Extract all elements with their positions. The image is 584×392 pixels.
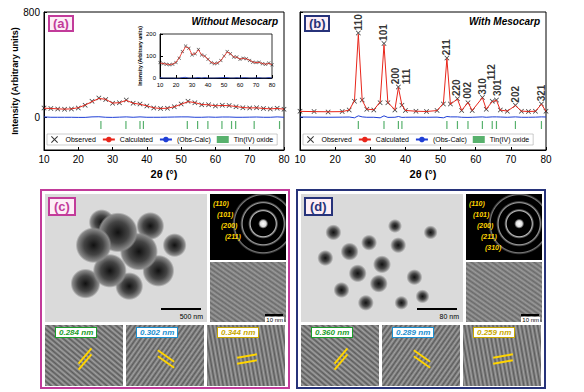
svg-text:Tin(IV) oxide: Tin(IV) oxide xyxy=(234,136,274,144)
svg-text:30: 30 xyxy=(107,154,119,165)
html-text:(110): (110) xyxy=(213,200,229,207)
svg-text:80: 80 xyxy=(540,154,552,165)
svg-text:(Obs-Calc): (Obs-Calc) xyxy=(433,136,467,144)
html-text:(101): (101) xyxy=(473,211,490,218)
html-text:(211): (211) xyxy=(481,233,497,240)
html-text:10 nm: 10 nm xyxy=(522,317,539,323)
html-text:(c): (c) xyxy=(54,199,70,214)
svg-text:002: 002 xyxy=(462,82,473,99)
svg-text:0: 0 xyxy=(153,75,157,81)
svg-text:321: 321 xyxy=(536,84,547,101)
html-text:(101): (101) xyxy=(217,211,234,218)
svg-text:10: 10 xyxy=(294,154,306,165)
svg-text:101: 101 xyxy=(378,24,389,41)
svg-text:301: 301 xyxy=(492,79,503,96)
svg-text:40: 40 xyxy=(400,154,412,165)
svg-text:70: 70 xyxy=(253,82,260,88)
svg-text:Intensity (Arbitrary units): Intensity (Arbitrary units) xyxy=(137,26,143,86)
svg-text:Observed: Observed xyxy=(322,136,352,143)
svg-text:2θ (°): 2θ (°) xyxy=(151,168,178,180)
html-text:80 nm: 80 nm xyxy=(439,313,459,320)
html-text:0.289 nm: 0.289 nm xyxy=(396,328,431,337)
svg-text:10: 10 xyxy=(157,82,164,88)
html-text:10 nm: 10 nm xyxy=(266,317,283,323)
svg-text:30: 30 xyxy=(365,154,377,165)
svg-text:(a): (a) xyxy=(53,16,69,31)
svg-text:60: 60 xyxy=(470,154,482,165)
svg-text:Calculated: Calculated xyxy=(120,136,153,143)
svg-text:Calculated: Calculated xyxy=(376,136,409,143)
svg-text:20: 20 xyxy=(73,154,85,165)
svg-text:100: 100 xyxy=(146,53,157,59)
svg-text:(Obs-Calc): (Obs-Calc) xyxy=(177,136,211,144)
html-text:(310): (310) xyxy=(485,244,502,251)
html-text:(200): (200) xyxy=(221,222,238,229)
svg-text:Observed: Observed xyxy=(66,136,96,143)
svg-text:80: 80 xyxy=(278,154,290,165)
svg-text:20: 20 xyxy=(173,82,180,88)
svg-text:0: 0 xyxy=(34,112,40,123)
svg-text:50: 50 xyxy=(221,82,228,88)
svg-text:200: 200 xyxy=(146,31,157,37)
svg-text:Intensity (Arbitrary units): Intensity (Arbitrary units) xyxy=(10,27,20,135)
svg-text:70: 70 xyxy=(244,154,256,165)
svg-text:110: 110 xyxy=(353,14,364,31)
svg-text:50: 50 xyxy=(435,154,447,165)
svg-text:50: 50 xyxy=(176,154,188,165)
svg-text:2θ (°): 2θ (°) xyxy=(410,168,437,180)
svg-text:111: 111 xyxy=(401,68,412,84)
html-text:0.302 nm: 0.302 nm xyxy=(140,328,175,337)
svg-text:211: 211 xyxy=(441,39,452,56)
svg-text:With Mesocarp: With Mesocarp xyxy=(469,16,540,27)
svg-text:310: 310 xyxy=(476,78,488,95)
svg-text:80: 80 xyxy=(269,82,276,88)
svg-text:200: 200 xyxy=(390,67,401,84)
html-text:0.259 nm: 0.259 nm xyxy=(477,328,512,337)
svg-text:112: 112 xyxy=(486,64,497,81)
svg-text:800: 800 xyxy=(23,7,40,18)
svg-text:20: 20 xyxy=(330,154,342,165)
html-text:0.360 nm: 0.360 nm xyxy=(315,328,350,337)
svg-text:220: 220 xyxy=(451,79,462,96)
svg-text:Without Mesocarp: Without Mesocarp xyxy=(191,16,278,27)
html-text:500 nm: 500 nm xyxy=(179,313,203,320)
svg-text:202: 202 xyxy=(510,86,521,103)
svg-text:30: 30 xyxy=(189,82,196,88)
html-text:(211): (211) xyxy=(225,233,241,240)
svg-text:70: 70 xyxy=(505,154,517,165)
html-text:0.284 nm: 0.284 nm xyxy=(59,328,94,337)
html-text:(d): (d) xyxy=(310,199,327,214)
svg-text:40: 40 xyxy=(205,82,212,88)
svg-text:40: 40 xyxy=(141,154,153,165)
svg-text:Tin(IV) oxide: Tin(IV) oxide xyxy=(490,136,530,144)
svg-text:10: 10 xyxy=(38,154,50,165)
html-text:(200): (200) xyxy=(477,222,494,229)
svg-text:60: 60 xyxy=(210,154,222,165)
svg-text:(b): (b) xyxy=(309,16,326,31)
html-text:(110): (110) xyxy=(469,200,485,207)
svg-text:60: 60 xyxy=(237,82,244,88)
html-text:0.344 nm: 0.344 nm xyxy=(221,328,256,337)
